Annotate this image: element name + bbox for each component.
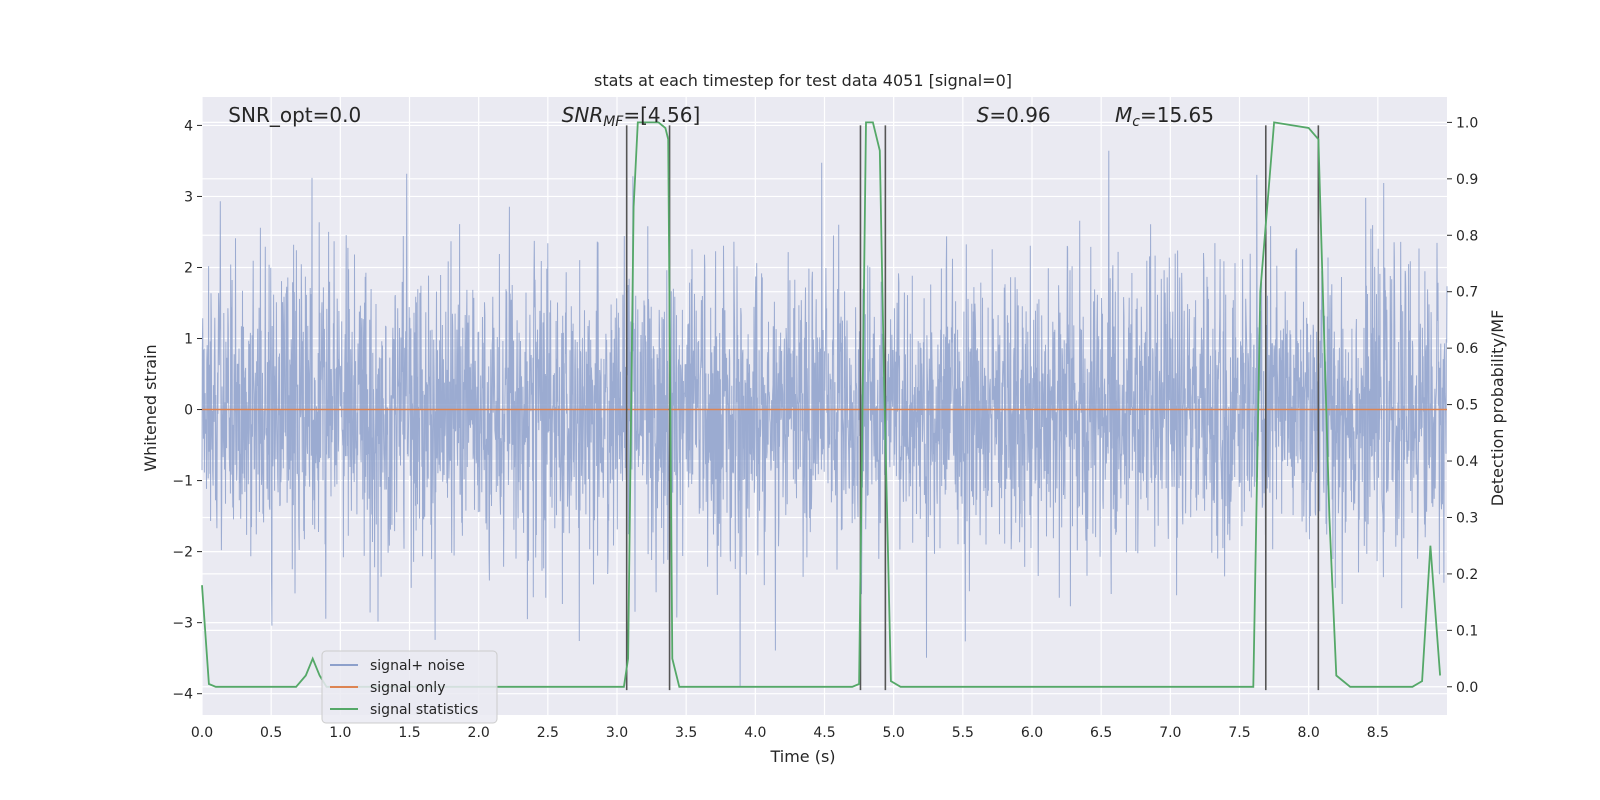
y-right-tick-label: 0.4 bbox=[1456, 454, 1478, 470]
y-axis-label: Whitened strain bbox=[141, 344, 160, 471]
annotation-text: Mc=15.65 bbox=[1115, 103, 1214, 130]
axis-ticks: 0.0 0.5 1.0 1.5 2.0 2.5 3.0 3.5 4.0 4.5 5.0 5.5 6.0 6… bbox=[172, 115, 1478, 741]
annotation-text: S=0.96 bbox=[977, 103, 1051, 127]
y-right-tick-label: 0.9 bbox=[1456, 172, 1478, 188]
y-right-tick-label: 0.8 bbox=[1456, 228, 1478, 244]
y-tick-label: 4 bbox=[184, 118, 193, 134]
y-tick-label: −3 bbox=[172, 616, 193, 632]
y-right-tick-label: 0.5 bbox=[1456, 398, 1478, 414]
y-tick-label: 0 bbox=[184, 403, 193, 419]
annotation-text: SNR_opt=0.0 bbox=[228, 103, 361, 127]
legend-label: signal+ noise bbox=[370, 658, 465, 674]
x-tick-label: 5.0 bbox=[883, 725, 905, 741]
x-tick-label: 5.5 bbox=[952, 725, 974, 741]
legend-box bbox=[321, 650, 498, 724]
y-tick-label: 2 bbox=[184, 260, 193, 276]
x-tick-label: 0.0 bbox=[191, 725, 213, 741]
y-tick-label: −1 bbox=[172, 474, 193, 490]
y-axis-right-label: Detection probability/MF bbox=[1488, 310, 1507, 507]
x-tick-label: 7.0 bbox=[1159, 725, 1181, 741]
y-tick-label: 3 bbox=[184, 189, 193, 205]
y-tick-label: −2 bbox=[172, 545, 193, 561]
x-tick-label: 6.5 bbox=[1090, 725, 1112, 741]
x-tick-label: 8.5 bbox=[1367, 725, 1389, 741]
y-right-tick-label: 0.3 bbox=[1456, 510, 1478, 526]
y-tick-label: 1 bbox=[184, 332, 193, 348]
y-right-tick-label: 0.2 bbox=[1456, 567, 1478, 583]
legend-label: signal statistics bbox=[370, 702, 478, 718]
x-tick-label: 1.5 bbox=[398, 725, 420, 741]
x-tick-label: 0.5 bbox=[260, 725, 282, 741]
y-right-tick-label: 0.6 bbox=[1456, 341, 1478, 357]
y-right-tick-label: 0.0 bbox=[1456, 680, 1478, 696]
y-right-tick-label: 0.1 bbox=[1456, 623, 1478, 639]
x-tick-label: 4.5 bbox=[813, 725, 835, 741]
x-tick-label: 1.0 bbox=[329, 725, 351, 741]
y-tick-label: −4 bbox=[172, 687, 193, 703]
chart-title: stats at each timestep for test data 405… bbox=[594, 71, 1012, 90]
x-tick-label: 3.0 bbox=[606, 725, 628, 741]
y-right-tick-label: 1.0 bbox=[1456, 115, 1478, 131]
x-tick-label: 6.0 bbox=[1021, 725, 1043, 741]
annotations: SNR_opt=0.0 SNRMF=[4.56] S=0.96 Mc=15.65 bbox=[228, 103, 1214, 130]
series-signal-noise bbox=[201, 150, 1448, 687]
legend: signal+ noise signal only signal statistic… bbox=[321, 650, 498, 724]
x-tick-label: 4.0 bbox=[744, 725, 766, 741]
x-axis-label: Time (s) bbox=[769, 747, 835, 766]
x-tick-label: 2.5 bbox=[537, 725, 559, 741]
noise-line bbox=[201, 150, 1448, 687]
legend-label: signal only bbox=[370, 680, 445, 696]
x-tick-label: 2.0 bbox=[468, 725, 490, 741]
x-tick-label: 8.0 bbox=[1298, 725, 1320, 741]
x-tick-label: 7.5 bbox=[1228, 725, 1250, 741]
y-right-tick-label: 0.7 bbox=[1456, 285, 1478, 301]
x-tick-label: 3.5 bbox=[675, 725, 697, 741]
annotation-text: SNRMF=[4.56] bbox=[562, 103, 701, 130]
